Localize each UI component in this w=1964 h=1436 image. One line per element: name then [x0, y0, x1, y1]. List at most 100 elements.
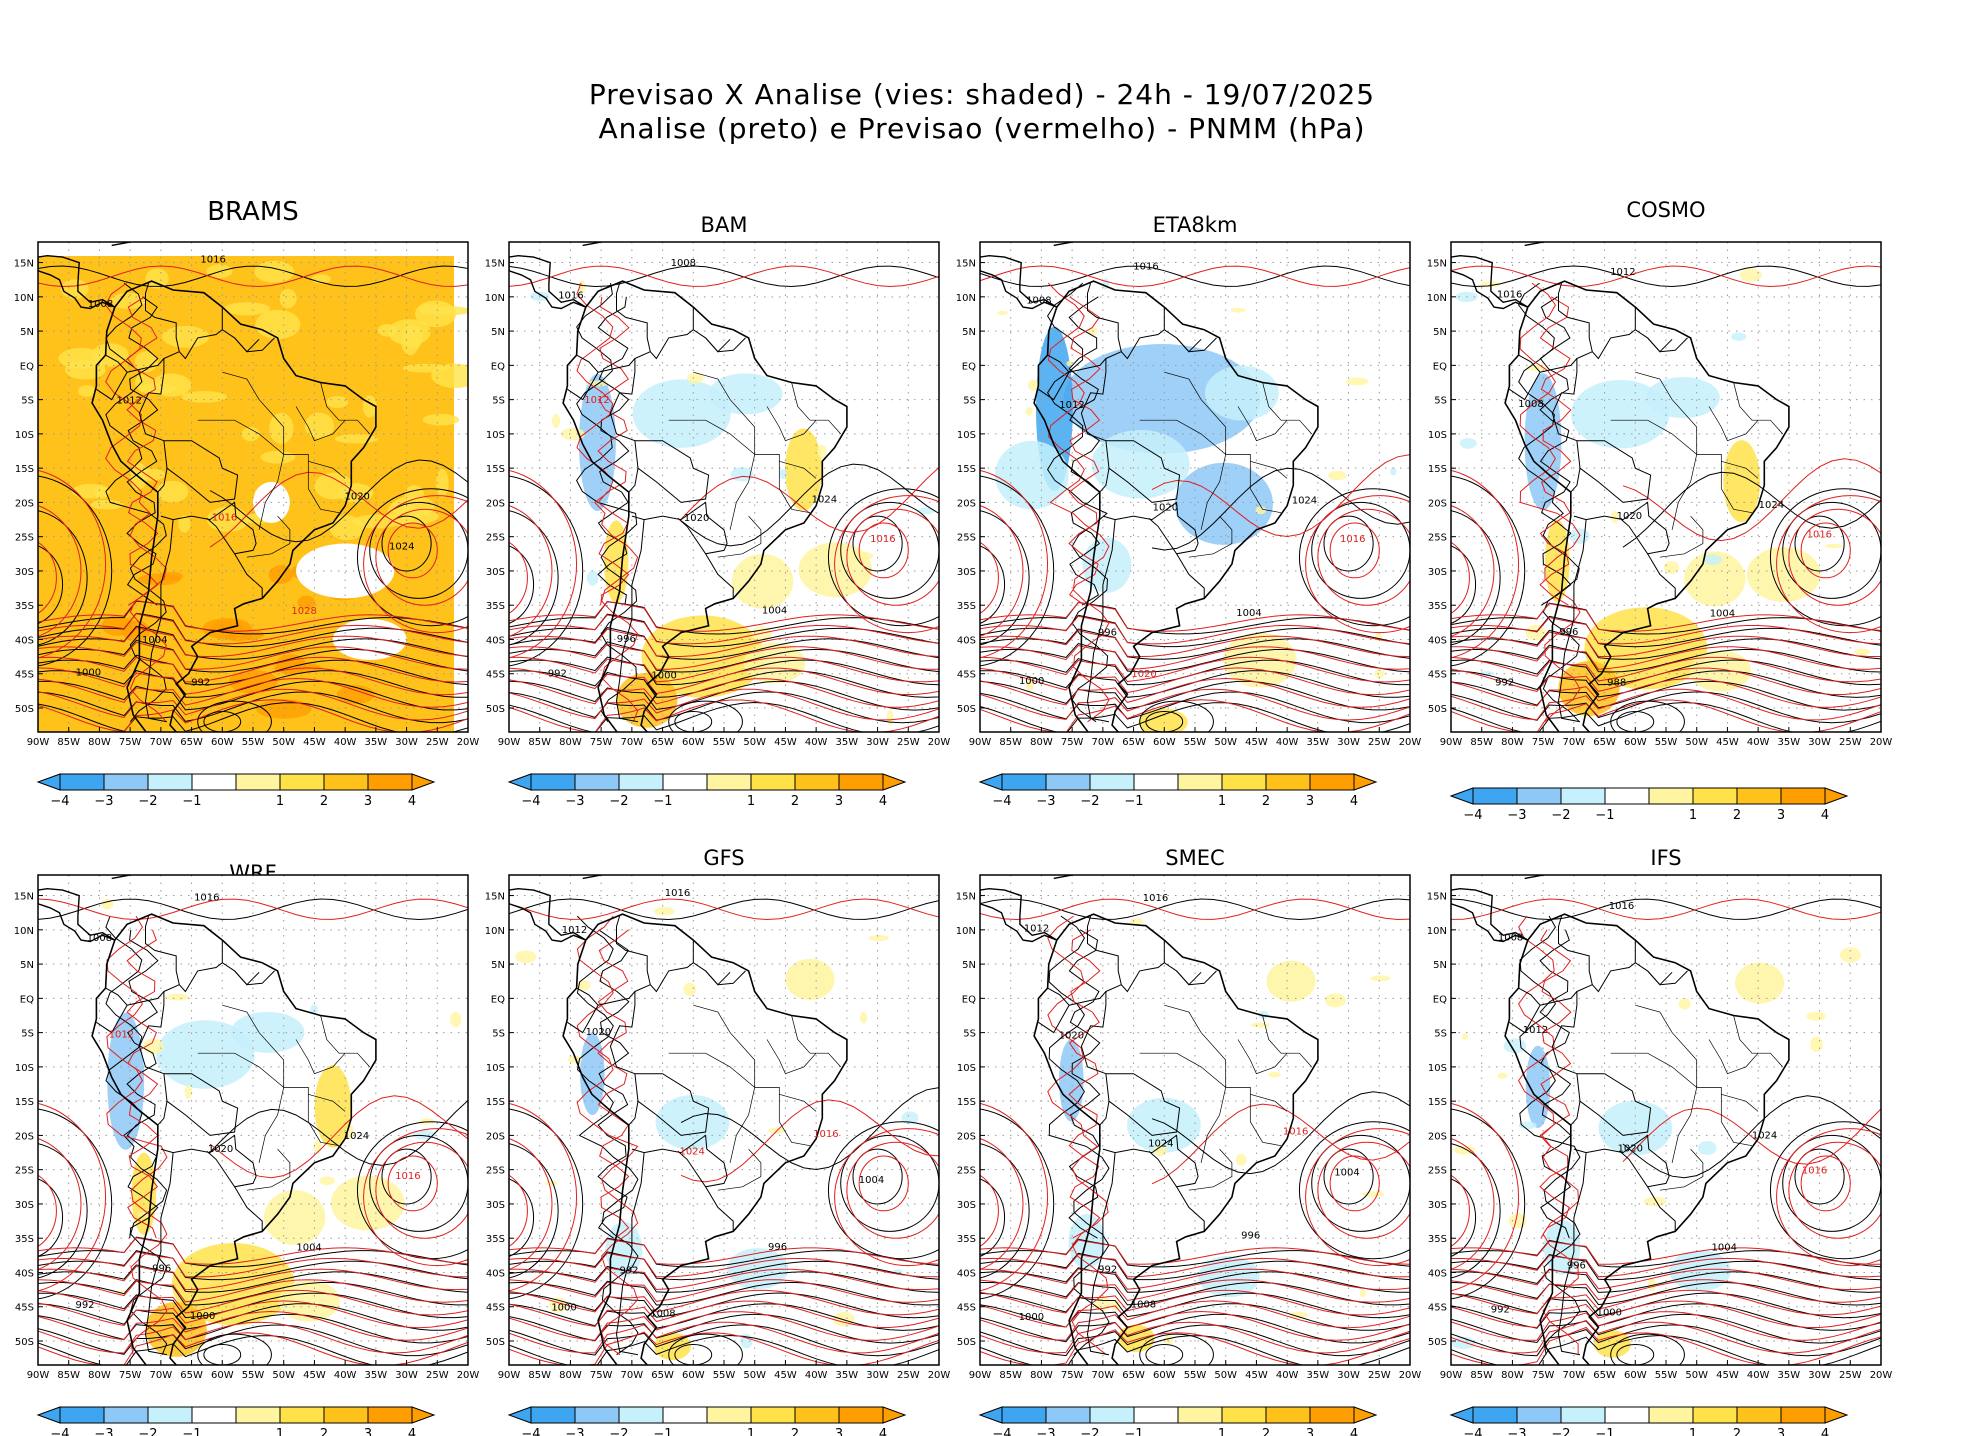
coastline	[111, 875, 134, 880]
forecast-isobar	[980, 898, 1410, 921]
colorbar-swatch	[1780, 787, 1826, 805]
lat-tick-label: 45S	[957, 1303, 976, 1314]
analysis-isobar	[1451, 1324, 1881, 1357]
analysis-isobar	[980, 1282, 1410, 1306]
state-border	[1610, 1052, 1697, 1088]
lat-tick-label: 45S	[1428, 670, 1447, 681]
colorbar: −4 −3 −2 −1 1 2 3 4	[978, 773, 1378, 809]
forecast-isobar	[38, 1174, 57, 1247]
colorbar-label: −1	[1124, 1427, 1143, 1436]
analysis-isobar	[38, 600, 468, 635]
forecast-isobar	[1451, 265, 1881, 288]
state-border	[791, 1015, 841, 1068]
analysis-isobar	[980, 475, 1055, 667]
lon-tick-label: 35W	[1307, 737, 1330, 748]
forecast-isobar	[980, 1138, 1024, 1270]
bias-patch	[632, 379, 731, 448]
lon-tick-label: 20W	[928, 1370, 951, 1381]
bias-patch	[1810, 1036, 1823, 1053]
state-border	[1139, 419, 1226, 455]
country-border	[145, 915, 180, 985]
colorbar-swatch	[1604, 1406, 1650, 1424]
bias-patch	[414, 300, 457, 328]
map-panel-smec: SMEC101610121020102410161004996992100010…	[956, 846, 1422, 1436]
forecast-isobar	[509, 614, 939, 645]
bias-patch	[206, 506, 250, 532]
state-border	[778, 1121, 811, 1147]
isobar-value-label: 1016	[558, 290, 583, 301]
forecast-isobar	[1800, 1155, 1851, 1212]
colorbar-swatch	[367, 1406, 413, 1424]
bias-patch	[422, 413, 460, 426]
state-border	[1262, 382, 1312, 435]
isobar-value-label: 1016	[194, 892, 219, 903]
forecast-isobar	[38, 613, 468, 645]
state-border	[1721, 1093, 1759, 1112]
analysis-isobar	[1794, 515, 1845, 572]
colorbar-label: 1	[747, 794, 755, 809]
forecast-isobar	[509, 667, 939, 695]
bias-patch	[868, 935, 890, 942]
lon-tick-label: 70W	[1092, 1370, 1115, 1381]
bias-patch	[269, 412, 294, 444]
coastline	[1568, 870, 1586, 872]
lat-tick-label: 40S	[486, 1268, 505, 1279]
analysis-isobar	[1139, 700, 1214, 732]
bias-patch	[1327, 470, 1347, 481]
forecast-isobar	[980, 1289, 1410, 1316]
country-border	[1105, 440, 1181, 503]
isobar-value-label: 1024	[1148, 1139, 1173, 1150]
colorbar-label: 4	[879, 1427, 887, 1436]
analysis-isobar	[852, 1148, 903, 1205]
colorbar-arrow-right	[411, 1406, 436, 1424]
bias-patch	[994, 440, 1069, 510]
lon-tick-label: 60W	[1624, 1370, 1647, 1381]
lat-tick-label: 10S	[957, 1063, 976, 1074]
analysis-isobar	[509, 1280, 939, 1306]
analysis-isobar	[509, 1303, 939, 1331]
analysis-isobar	[509, 1324, 939, 1357]
country-border	[1586, 501, 1670, 555]
forecast-isobar	[980, 677, 1410, 708]
lon-tick-label: 30W	[1337, 737, 1360, 748]
isobar-value-label: 996	[1559, 627, 1578, 638]
colorbar-swatch	[1133, 773, 1179, 791]
lat-tick-label: 15S	[957, 464, 976, 475]
colorbar: −4 −3 −2 −1 1 2 3 4	[1449, 787, 1849, 823]
bias-patch	[165, 993, 190, 1001]
lat-tick-label: 50S	[15, 704, 34, 715]
state-border	[717, 1148, 762, 1191]
isobar-value-label: 1016	[1497, 289, 1522, 300]
analysis-isobar	[1451, 1268, 1881, 1293]
analysis-isobar	[1610, 1333, 1685, 1365]
lat-tick-label: 30S	[1428, 1200, 1447, 1211]
lon-tick-label: 75W	[1061, 1370, 1084, 1381]
isobar-value-label: 1004	[1236, 608, 1261, 619]
coastline	[980, 254, 1058, 310]
forecast-isobar	[38, 469, 107, 659]
state-border	[1249, 488, 1282, 514]
lon-tick-label: 20W	[1870, 1370, 1893, 1381]
lon-tick-label: 45W	[774, 1370, 797, 1381]
forecast-isobar	[1451, 1326, 1881, 1365]
forecast-isobar	[387, 1155, 438, 1212]
bias-patch	[1027, 379, 1040, 391]
forecast-isobar	[980, 688, 1410, 721]
bias-patch	[586, 570, 599, 586]
forecast-isobar	[509, 1102, 578, 1292]
analysis-isobar	[509, 1143, 559, 1279]
lon-tick-label: 30W	[1808, 737, 1831, 748]
isobar-value-label: 1020	[1618, 1143, 1643, 1154]
forecast-isobar	[38, 1332, 468, 1365]
colorbar-swatch	[1516, 1406, 1562, 1424]
analysis-isobar	[509, 475, 584, 667]
colorbar-label: 1	[276, 1427, 284, 1436]
analysis-isobar	[38, 1279, 468, 1306]
lat-tick-label: 10N	[1427, 926, 1447, 937]
lat-tick-label: 20S	[486, 1131, 505, 1142]
country-border	[1586, 1134, 1670, 1188]
isobar-value-label: 1020	[208, 1144, 233, 1155]
map-area: 1008 1016 1012 1020 1024 1016 1004 996 992 1000	[509, 242, 939, 732]
forecast-isobar	[1451, 688, 1881, 721]
